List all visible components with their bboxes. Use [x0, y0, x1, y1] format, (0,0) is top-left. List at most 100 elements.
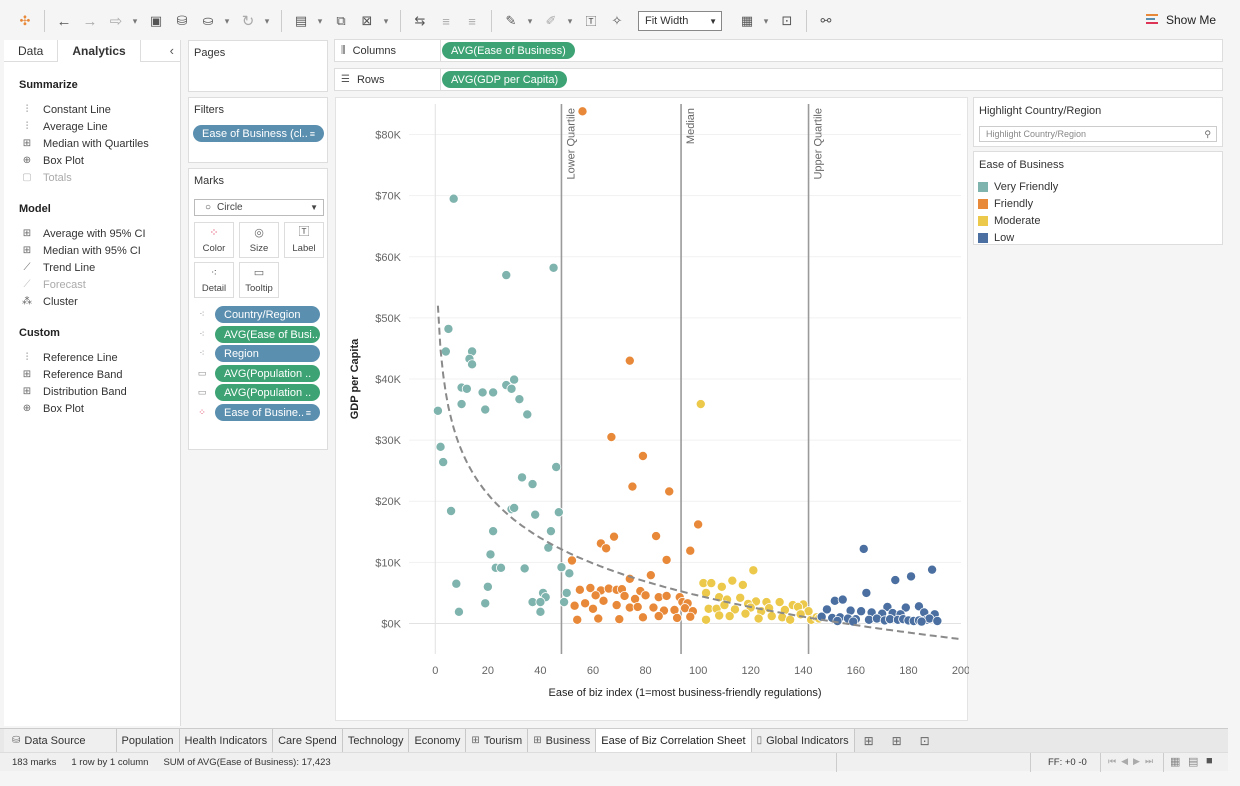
clear-sheet-icon[interactable]: ⊠: [361, 13, 373, 28]
analytics-item-reference-line[interactable]: ⫶ Reference Line: [4, 349, 180, 366]
story-icon: ▯: [756, 735, 763, 746]
scatter-chart[interactable]: $0K $10K $20K $30K $40K $50K $60K $70K $80K 0 20 40…: [336, 98, 970, 722]
tab-economy[interactable]: Economy: [409, 729, 467, 752]
group-icon[interactable]: ✐: [545, 13, 557, 28]
analytics-item-average-ci[interactable]: ⊞ Average with 95% CI: [22, 227, 146, 240]
field-pill[interactable]: AVG(Ease of Busi..: [215, 326, 320, 343]
tableau-logo-icon[interactable]: ✣: [19, 13, 31, 28]
tab-health-indicators[interactable]: Health Indicators: [179, 729, 274, 752]
legend-item[interactable]: Moderate: [974, 212, 1222, 229]
tab-analytics[interactable]: Analytics: [57, 39, 141, 62]
redo-icon[interactable]: →: [82, 12, 98, 30]
field-pill[interactable]: Country/Region: [215, 306, 320, 323]
viz-canvas[interactable]: $0K $10K $20K $30K $40K $50K $60K $70K $80K 0 20 40…: [335, 97, 970, 722]
tab-business[interactable]: ⊞ Business: [528, 729, 597, 752]
collapse-pane-icon[interactable]: ‹: [169, 43, 174, 58]
mark-type-dropdown[interactable]: ○ Circle ▼: [194, 199, 324, 216]
marks-field-row[interactable]: ⁖ Country/Region: [194, 306, 320, 323]
color-button[interactable]: ⁘ Color: [194, 222, 234, 258]
analytics-item-constant-line[interactable]: ⫶ Constant Line: [4, 101, 180, 118]
analytics-item-custom-box-plot[interactable]: ⊕ Box Plot: [22, 402, 84, 415]
pause-updates-icon[interactable]: ⛀: [202, 13, 214, 28]
marks-field-row[interactable]: ⁘ Ease of Busine.. ≡: [194, 404, 320, 421]
show-cards-icon[interactable]: ▦: [740, 13, 754, 28]
chevron-down-icon[interactable]: ▾: [763, 15, 769, 26]
marks-field-row[interactable]: ⁖ AVG(Ease of Busi..: [194, 326, 320, 343]
label-button[interactable]: 🅃 Label: [284, 222, 324, 258]
tabs-view-icon[interactable]: ■: [1206, 755, 1213, 767]
sort-ascending-icon[interactable]: ≡: [442, 13, 450, 29]
grid-view-icon[interactable]: ▦: [1170, 756, 1181, 768]
legend-item[interactable]: Friendly: [974, 195, 1222, 212]
tab-technology[interactable]: Technology: [342, 729, 410, 752]
marks-field-row[interactable]: ▭ AVG(Population ..: [194, 384, 320, 401]
analytics-item-reference-band[interactable]: ⊞ Reference Band: [22, 368, 123, 381]
columns-shelf[interactable]: ⫼ Columns AVG(Ease of Business): [334, 39, 1223, 62]
tab-tourism[interactable]: ⊞ Tourism: [466, 729, 529, 752]
tab-data-source[interactable]: ⛁ Data Source: [4, 729, 117, 752]
filmstrip-view-icon[interactable]: ▤: [1188, 756, 1199, 768]
analytics-item-median-ci[interactable]: ⊞ Median with 95% CI: [22, 244, 141, 257]
analytics-item-box-plot[interactable]: ⊕ Box Plot: [22, 154, 84, 167]
tab-ease-of-biz[interactable]: Ease of Biz Correlation Sheet: [596, 729, 752, 752]
tab-population[interactable]: Population: [116, 729, 180, 752]
chevron-down-icon[interactable]: ▾: [383, 15, 389, 26]
page-nav-icons[interactable]: ⏮◀▶⏭: [1108, 756, 1159, 766]
new-dashboard-icon[interactable]: ⊞: [891, 733, 902, 748]
analytics-item-cluster[interactable]: ⁂ Cluster: [22, 295, 78, 308]
rows-shelf[interactable]: ☰ Rows AVG(GDP per Capita): [334, 68, 1223, 91]
rows-pill[interactable]: AVG(GDP per Capita): [442, 71, 568, 88]
legend-item[interactable]: Low: [974, 229, 1222, 246]
new-worksheet-icon[interactable]: ▤: [294, 13, 308, 28]
chevron-down-icon[interactable]: ▾: [527, 15, 533, 26]
chevron-down-icon[interactable]: ▾: [567, 15, 573, 26]
legend-item[interactable]: Very Friendly: [974, 178, 1222, 195]
sort-descending-icon[interactable]: ≡: [468, 13, 476, 29]
chevron-down-icon[interactable]: ▾: [264, 15, 270, 26]
refresh-icon[interactable]: ↻: [241, 13, 255, 30]
data-point: [727, 575, 738, 586]
highlight-input[interactable]: Highlight Country/Region ⚲: [979, 126, 1217, 142]
data-point: [637, 612, 648, 623]
marks-field-row[interactable]: ▭ AVG(Population ..: [194, 365, 320, 382]
filters-card[interactable]: Filters Ease of Business (cl.. ≡: [188, 97, 328, 163]
data-point: [509, 502, 520, 513]
new-worksheet-icon[interactable]: ⊞: [863, 733, 874, 748]
marks-field-row[interactable]: ⁖ Region: [194, 345, 320, 362]
save-icon[interactable]: ▣: [149, 13, 163, 28]
duplicate-sheet-icon[interactable]: ⧉: [336, 13, 346, 28]
analytics-item-distribution-band[interactable]: ⊞ Distribution Band: [22, 385, 127, 398]
tab-data[interactable]: Data: [18, 43, 44, 58]
new-story-icon[interactable]: ⊡: [919, 733, 930, 748]
tooltip-button[interactable]: ▭ Tooltip: [239, 262, 279, 298]
share-icon[interactable]: ⚯: [820, 13, 832, 28]
analytics-item-median-quartiles[interactable]: ⊞ Median with Quartiles: [22, 137, 149, 150]
size-button[interactable]: ◎ Size: [239, 222, 279, 258]
replay-icon[interactable]: ⇨: [109, 13, 123, 30]
pages-card[interactable]: Pages: [188, 40, 328, 92]
columns-pill[interactable]: AVG(Ease of Business): [442, 42, 575, 59]
presentation-icon[interactable]: ⊡: [781, 13, 793, 28]
labels-icon[interactable]: 🅃: [585, 16, 597, 28]
new-datasource-icon[interactable]: ⛁: [176, 13, 188, 28]
show-me-button[interactable]: Show Me: [1145, 13, 1216, 27]
swap-icon[interactable]: ⇆: [414, 13, 426, 28]
highlight-icon[interactable]: ✎: [505, 13, 517, 28]
undo-icon[interactable]: ←: [56, 12, 72, 30]
chevron-down-icon[interactable]: ▾: [224, 15, 230, 26]
field-pill[interactable]: AVG(Population ..: [215, 365, 320, 382]
chevron-down-icon[interactable]: ▾: [317, 15, 323, 26]
analytics-item-trend-line[interactable]: ⟋ Trend Line: [4, 259, 180, 276]
detail-button[interactable]: ⁖ Detail: [194, 262, 234, 298]
filter-pill[interactable]: Ease of Business (cl.. ≡: [193, 125, 324, 142]
chevron-down-icon[interactable]: ▾: [132, 15, 138, 26]
analytics-item-average-line[interactable]: ⫶ Average Line: [4, 118, 180, 135]
data-point: [482, 581, 493, 592]
field-pill[interactable]: AVG(Population ..: [215, 384, 320, 401]
fit-dropdown[interactable]: Fit Width ▼: [638, 11, 722, 31]
field-pill[interactable]: Region: [215, 345, 320, 362]
pin-icon[interactable]: ✧: [611, 13, 623, 28]
field-pill[interactable]: Ease of Busine.. ≡: [215, 404, 320, 421]
tab-care-spend[interactable]: Care Spend: [273, 729, 343, 752]
tab-global-indicators[interactable]: ▯ Global Indicators: [751, 729, 855, 752]
